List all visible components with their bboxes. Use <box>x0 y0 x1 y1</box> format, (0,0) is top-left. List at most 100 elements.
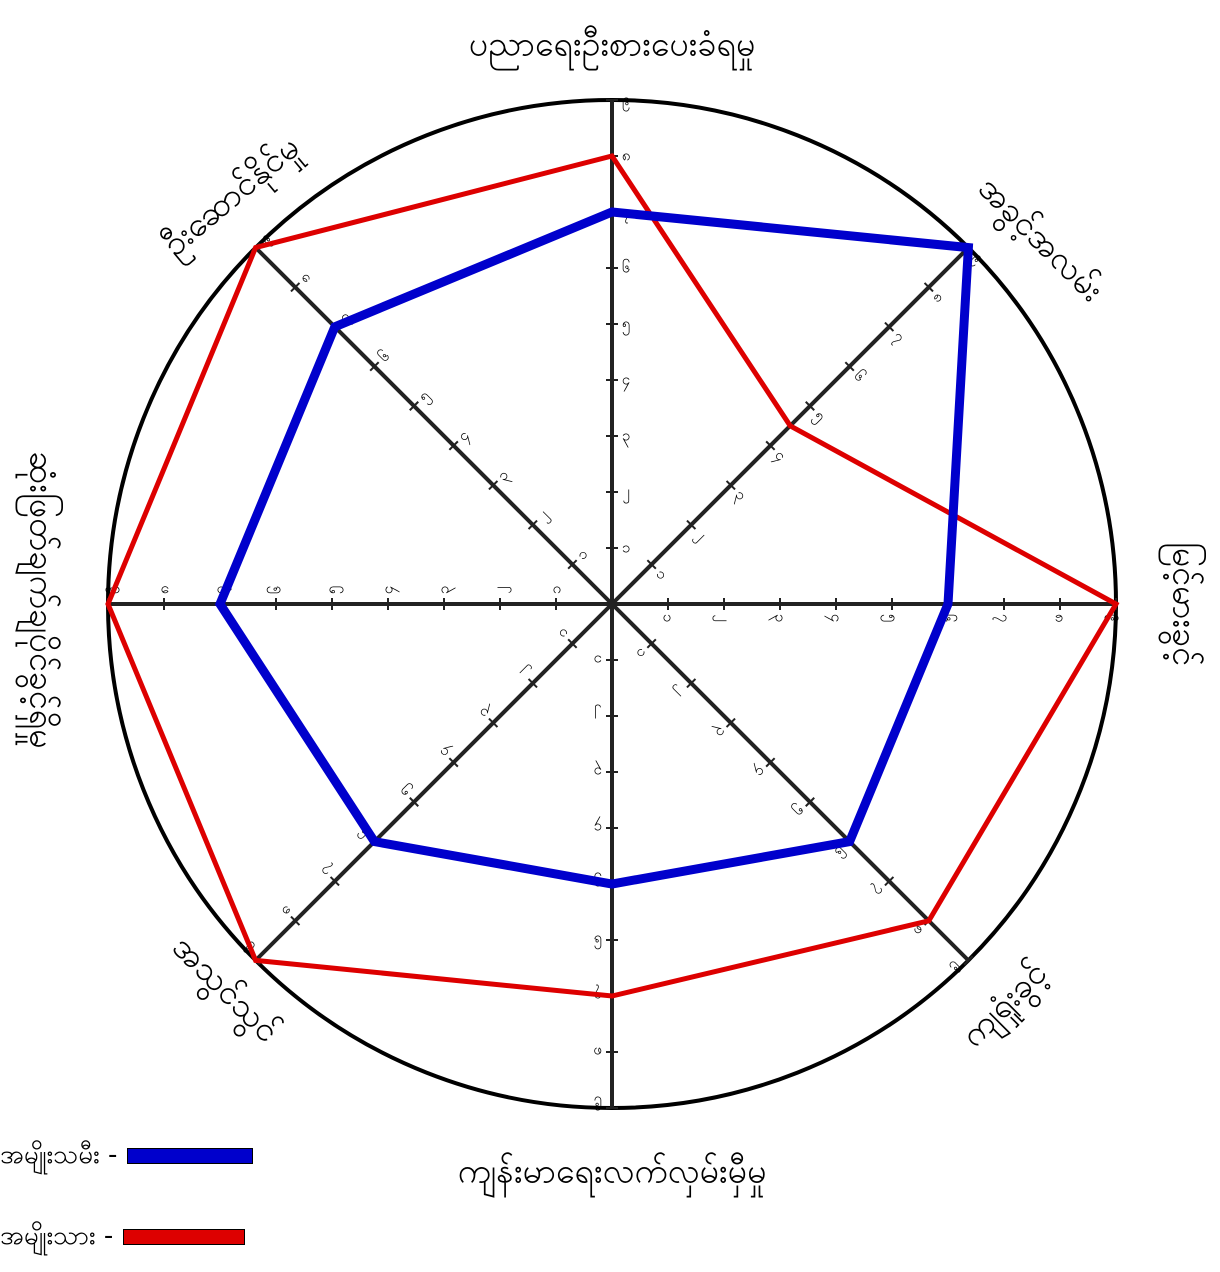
tick-mark <box>290 282 301 293</box>
tick-label: ၆ <box>594 932 602 950</box>
tick-label: ၅ <box>323 586 344 594</box>
axis-title-7: ဆုံးဖြတ်ချက်ချပိုင်ခွင့်ရှိမှု <box>16 451 62 748</box>
tick-mark <box>448 440 459 451</box>
tick-label: ၄ <box>454 426 475 447</box>
data-point-female <box>847 839 853 845</box>
tick-mark <box>686 519 697 530</box>
tick-mark <box>765 757 776 768</box>
tick-label: ၄ <box>379 586 400 594</box>
tick-label: ၂ <box>533 506 553 526</box>
tick-label: ၅ <box>414 386 435 407</box>
tick-mark <box>488 717 499 728</box>
tick-mark <box>527 678 538 689</box>
tick-mark <box>765 440 776 451</box>
tick-label: ၈ <box>622 147 631 165</box>
tick-label: ၂ <box>491 586 512 593</box>
tick-label: ၆ <box>940 614 958 622</box>
tick-label: ၂ <box>622 483 629 504</box>
legend-label-male: အမျိုးသား - <box>0 1220 114 1251</box>
data-point-female <box>371 839 377 845</box>
axis-line-8 <box>254 246 614 606</box>
data-point-female <box>217 601 223 607</box>
legend-entry-female: အမျိုးသမီး - <box>0 1133 380 1179</box>
data-point-female <box>609 881 615 887</box>
data-point-male <box>926 918 932 924</box>
tick-label: ၉ <box>594 1097 602 1118</box>
tick-label: ၄ <box>434 741 455 762</box>
tick-label: ၆ <box>267 586 285 594</box>
legend-swatch-male <box>123 1229 246 1245</box>
tick-label: ၉ <box>622 91 630 112</box>
tick-mark <box>290 915 301 926</box>
tick-label: ၃ <box>622 427 630 448</box>
tick-label: ၇ <box>888 327 909 348</box>
tick-mark <box>844 361 855 372</box>
tick-mark <box>409 797 419 807</box>
axis-title-4: ကျန်းမာရေးလက်လှမ်းမှီမှု <box>458 1152 767 1198</box>
legend-entry-male: အမျိုးသား - <box>0 1214 380 1260</box>
tick-label: ၃ <box>435 586 456 594</box>
tick-label: ၅ <box>881 614 902 622</box>
tick-label: ၄ <box>594 817 602 838</box>
tick-label: ၁ <box>594 652 602 670</box>
tick-mark <box>884 876 895 887</box>
data-point-male <box>787 423 793 429</box>
data-point-male <box>609 993 615 999</box>
tick-mark <box>488 480 499 491</box>
legend-swatch-female <box>127 1148 254 1164</box>
tick-mark <box>329 876 340 887</box>
tick-label: ၆ <box>622 259 630 277</box>
data-point-male <box>1113 601 1119 607</box>
data-point-male <box>253 957 259 963</box>
tick-label: ၇ <box>868 880 889 901</box>
tick-label: ၁ <box>622 539 630 557</box>
tick-label: ၃ <box>493 466 514 487</box>
tick-label: ၈ <box>594 1044 603 1062</box>
tick-label: ၄ <box>622 371 630 392</box>
series-line-female <box>214 207 974 889</box>
tick-label: ၉ <box>99 586 120 594</box>
tick-label: ၈ <box>155 586 173 595</box>
axis-line-4 <box>610 602 970 962</box>
tick-mark <box>686 678 697 689</box>
tick-label: ၁ <box>547 586 565 594</box>
tick-mark <box>646 559 657 570</box>
tick-mark <box>923 282 934 293</box>
tick-mark <box>725 480 736 491</box>
data-point-female <box>332 324 338 330</box>
tick-label: ၃ <box>594 761 602 782</box>
data-point-female <box>965 245 971 251</box>
tick-mark <box>567 559 578 570</box>
axis-line-6 <box>254 602 614 962</box>
tick-label: ၅ <box>394 781 415 802</box>
data-point-male <box>105 601 111 607</box>
tick-label: ၄ <box>825 614 846 622</box>
tick-label: ၂ <box>671 682 691 702</box>
tick-label: ၈ <box>1052 614 1070 623</box>
tick-mark <box>527 519 538 530</box>
tick-label: ၂ <box>690 525 710 545</box>
data-point-female <box>945 601 951 607</box>
tick-label: ၁ <box>660 614 678 622</box>
tick-label: ၇ <box>993 614 1014 622</box>
legend-label-female: အမျိုးသမီး - <box>0 1139 118 1170</box>
tick-label: ၂ <box>594 705 601 726</box>
axis-title-1: ပညာရေးဦးစားပေးခံရမှု <box>469 25 756 71</box>
series-polygons <box>105 153 1120 999</box>
tick-label: ၂ <box>514 663 534 683</box>
tick-mark <box>963 955 974 966</box>
tick-label: ၂ <box>713 614 734 621</box>
axis-title-3: မြင့်မားခွင့် <box>1159 542 1205 666</box>
tick-mark <box>725 717 736 728</box>
tick-mark <box>448 757 459 768</box>
tick-mark <box>409 401 419 411</box>
axis-title-8: ဦးဆောင်နိုင်မှု <box>155 127 312 269</box>
tick-label: ၅ <box>622 315 630 336</box>
tick-label: ၉ <box>1105 614 1126 622</box>
tick-mark <box>646 638 657 649</box>
tick-label: ၇ <box>315 860 336 881</box>
tick-mark <box>805 797 815 807</box>
tick-mark <box>369 361 380 372</box>
tick-mark <box>567 638 578 649</box>
